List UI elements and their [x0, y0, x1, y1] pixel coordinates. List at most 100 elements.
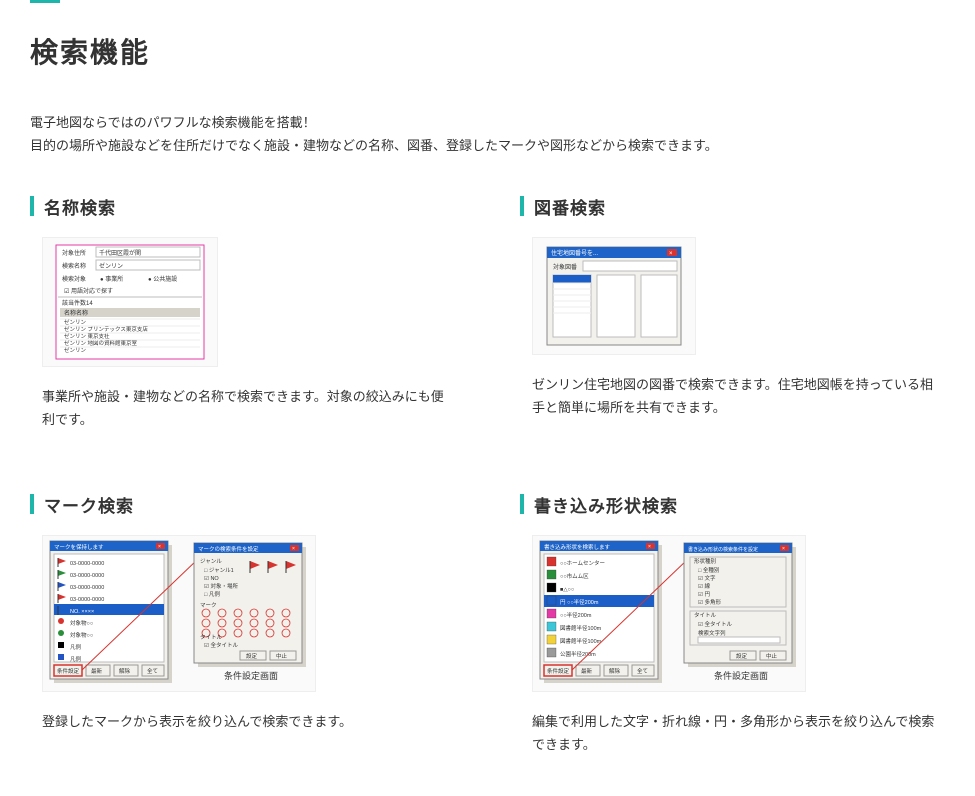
thumb-zuban-search: 住宅地図番号を... × 対象図番	[532, 237, 696, 355]
svg-text:×: ×	[292, 546, 295, 552]
svg-text:☑ 全タイトル: ☑ 全タイトル	[204, 641, 238, 649]
svg-text:書き込み形状の検索条件を設定: 書き込み形状の検索条件を設定	[688, 546, 758, 553]
svg-text:対象住所: 対象住所	[62, 249, 86, 257]
svg-text:03-0000-0000: 03-0000-0000	[70, 585, 104, 591]
svg-text:中止: 中止	[276, 652, 288, 660]
svg-text:☑ NO: ☑ NO	[204, 575, 219, 582]
svg-text:☑ 線: ☑ 線	[698, 582, 710, 590]
svg-text:検索名称: 検索名称	[62, 262, 86, 270]
svg-text:×: ×	[669, 251, 673, 257]
svg-text:全て: 全て	[147, 667, 158, 675]
intro-line: 目的の場所や施設などを住所だけでなく施設・建物などの名称、図番、登録したマークや…	[30, 134, 945, 157]
svg-text:設定: 設定	[246, 652, 258, 660]
svg-text:マーク: マーク	[200, 602, 217, 609]
svg-text:該当件数14: 該当件数14	[62, 299, 93, 307]
svg-text:検索文字列: 検索文字列	[698, 629, 726, 637]
intro-text: 電子地図ならではのパワフルな検索機能を搭載！ 目的の場所や施設などを住所だけでな…	[30, 111, 945, 158]
svg-text:ゼンリン: ゼンリン	[99, 262, 123, 270]
svg-text:☑ 文字: ☑ 文字	[698, 574, 716, 582]
svg-text:□ 凡例: □ 凡例	[204, 590, 220, 598]
svg-text:最新: 最新	[581, 667, 593, 675]
svg-text:● 公共施設: ● 公共施設	[148, 275, 177, 283]
svg-text:凡例: 凡例	[70, 643, 82, 651]
svg-text:書き込み形状を検索します: 書き込み形状を検索します	[544, 543, 611, 551]
card-desc: 編集で利用した文字・折れ線・円・多角形から表示を絞り込んで検索できます。	[532, 710, 940, 757]
title-mark	[30, 196, 34, 216]
svg-text:中止: 中止	[766, 652, 778, 660]
page-title: 検索機能	[30, 31, 945, 71]
svg-text:図書館半径100m: 図書館半径100m	[560, 637, 602, 645]
svg-text:○○ホームセンター: ○○ホームセンター	[560, 559, 605, 567]
card-desc: 登録したマークから表示を絞り込んで検索できます。	[42, 710, 450, 733]
svg-text:設定: 設定	[736, 652, 748, 660]
svg-text:解除: 解除	[609, 667, 621, 675]
card-title: マーク検索	[44, 492, 134, 517]
card-title: 図番検索	[534, 194, 606, 219]
mark-svg: マークを保持します × 03-0000-0000 03-0000-0000 03-0…	[48, 539, 310, 687]
thumb-name-search: 対象住所 千代田区霞が関 検索名称 ゼンリン 検索対象 ● 事業所 ● 公共施設…	[42, 237, 218, 367]
card-mark-search: マーク検索 マークを保持します × 03-0000-0000 03-0000-00…	[30, 492, 450, 757]
svg-text:対象図番: 対象図番	[553, 263, 577, 271]
card-shape-search: 書き込み形状検索 書き込み形状を検索します × ○○ホームセンター ○○市ムム区 ■…	[520, 492, 940, 757]
svg-text:×: ×	[158, 544, 161, 550]
svg-text:03-0000-0000: 03-0000-0000	[70, 573, 104, 579]
svg-text:☑ 円: ☑ 円	[698, 591, 710, 598]
svg-text:凡例: 凡例	[70, 655, 82, 663]
svg-text:名称名称: 名称名称	[64, 309, 88, 317]
svg-text:対象物○○: 対象物○○	[70, 619, 93, 627]
svg-text:図書館半径100m: 図書館半径100m	[560, 624, 602, 632]
card-title: 書き込み形状検索	[534, 492, 678, 517]
card-name-search: 名称検索 対象住所 千代田区霞が関 検索名称 ゼンリン 検索対象 ● 事業所 ●…	[30, 194, 450, 432]
svg-text:□ 全種別: □ 全種別	[698, 566, 719, 574]
svg-text:マークを保持します: マークを保持します	[54, 543, 104, 551]
svg-text:■△○○: ■△○○	[560, 587, 574, 593]
svg-text:条件設定: 条件設定	[547, 667, 570, 675]
card-title-row: 名称検索	[30, 194, 450, 219]
svg-text:● 事業所: ● 事業所	[100, 275, 123, 283]
svg-text:☑ 用語対応で探す: ☑ 用語対応で探す	[64, 287, 113, 295]
zuban-svg: 住宅地図番号を... × 対象図番	[539, 243, 689, 349]
title-mark	[520, 494, 524, 514]
svg-text:×: ×	[648, 544, 651, 550]
svg-text:全て: 全て	[637, 667, 648, 675]
card-zuban-search: 図番検索 住宅地図番号を... × 対象図番 ゼンリン住宅地図の図番で検索できま	[520, 194, 940, 432]
svg-text:ジャンル: ジャンル	[200, 559, 222, 565]
svg-text:○○半径200m: ○○半径200m	[560, 611, 592, 619]
card-title: 名称検索	[44, 194, 116, 219]
svg-text:検索対象: 検索対象	[62, 275, 86, 283]
card-desc: 事業所や施設・建物などの名称で検索できます。対象の絞込みにも便利です。	[42, 385, 450, 432]
card-title-row: マーク検索	[30, 492, 450, 517]
svg-text:タイトル: タイトル	[694, 611, 717, 619]
name-search-svg: 対象住所 千代田区霞が関 検索名称 ゼンリン 検索対象 ● 事業所 ● 公共施設…	[50, 243, 210, 361]
title-mark	[520, 196, 524, 216]
card-title-row: 書き込み形状検索	[520, 492, 940, 517]
shape-svg: 書き込み形状を検索します × ○○ホームセンター ○○市ムム区 ■△○○ 円 ○○半径…	[538, 539, 800, 687]
thumb-mark-search: マークを保持します × 03-0000-0000 03-0000-0000 03-0…	[42, 535, 316, 692]
svg-text:☑ 対象・場所: ☑ 対象・場所	[204, 582, 238, 590]
card-desc: ゼンリン住宅地図の図番で検索できます。住宅地図帳を持っている相手と簡単に場所を共…	[532, 373, 940, 420]
svg-text:×: ×	[782, 546, 785, 552]
svg-text:NO. ××××: NO. ××××	[70, 609, 94, 615]
thumb-shape-search: 書き込み形状を検索します × ○○ホームセンター ○○市ムム区 ■△○○ 円 ○○半径…	[532, 535, 806, 692]
svg-text:☑ 多角形: ☑ 多角形	[698, 598, 721, 606]
title-mark	[30, 494, 34, 514]
svg-text:03-0000-0000: 03-0000-0000	[70, 561, 104, 567]
card-grid: 名称検索 対象住所 千代田区霞が関 検索名称 ゼンリン 検索対象 ● 事業所 ●…	[30, 194, 945, 757]
svg-text:住宅地図番号を...: 住宅地図番号を...	[551, 249, 598, 257]
svg-text:条件設定画面: 条件設定画面	[224, 670, 278, 681]
accent-bar	[30, 0, 60, 3]
svg-text:03-0000-0000: 03-0000-0000	[70, 597, 104, 603]
svg-text:○○市ムム区: ○○市ムム区	[560, 572, 589, 580]
svg-text:タイトル: タイトル	[200, 633, 223, 641]
svg-text:マークの検索条件を設定: マークの検索条件を設定	[198, 545, 259, 553]
svg-text:千代田区霞が関: 千代田区霞が関	[99, 249, 141, 257]
svg-text:条件設定画面: 条件設定画面	[714, 670, 768, 681]
card-title-row: 図番検索	[520, 194, 940, 219]
svg-text:最新: 最新	[91, 667, 103, 675]
svg-text:円 ○○半径200m: 円 ○○半径200m	[560, 598, 599, 606]
svg-text:☑ 全タイトル: ☑ 全タイトル	[698, 620, 732, 628]
svg-text:対象物○○: 対象物○○	[70, 631, 93, 639]
svg-text:形状種別: 形状種別	[694, 557, 716, 565]
intro-line: 電子地図ならではのパワフルな検索機能を搭載！	[30, 111, 945, 134]
svg-text:公園半径200m: 公園半径200m	[560, 650, 596, 658]
